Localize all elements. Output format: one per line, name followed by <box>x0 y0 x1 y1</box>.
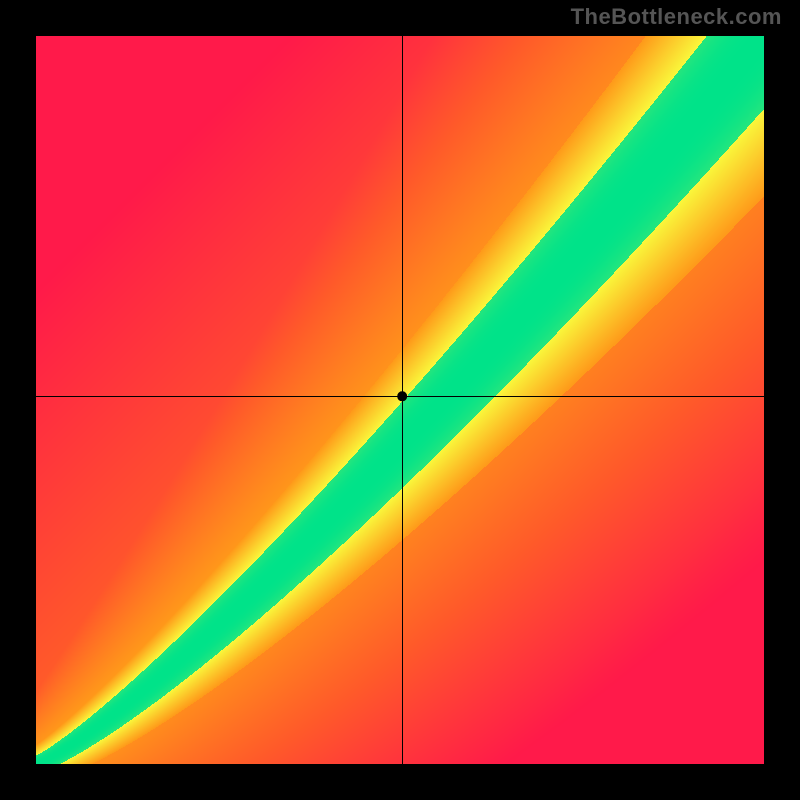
chart-container: { "attribution": { "text": "TheBottlenec… <box>0 0 800 800</box>
bottleneck-heatmap <box>0 0 800 800</box>
attribution-text: TheBottleneck.com <box>571 4 782 30</box>
